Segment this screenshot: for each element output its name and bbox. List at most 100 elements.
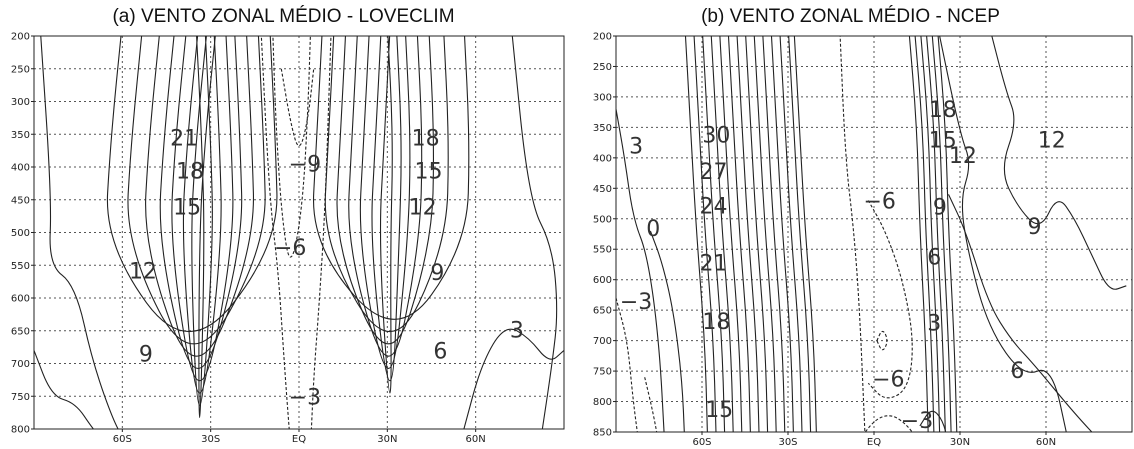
contour-label: −9 <box>289 153 321 178</box>
negative-contour <box>616 297 638 432</box>
y-tick-label: 200 <box>11 32 30 43</box>
contour-line <box>106 36 278 333</box>
contour-label: −3 <box>289 385 321 410</box>
negative-contour <box>839 36 866 432</box>
y-tick-label: 850 <box>593 428 612 439</box>
contour-label: −6 <box>872 367 904 392</box>
y-tick-label: 550 <box>11 261 30 272</box>
contour-line <box>920 36 941 432</box>
contour-label: 21 <box>170 127 198 152</box>
contour-line <box>931 36 952 432</box>
contour-line <box>719 36 743 432</box>
y-tick-label: 400 <box>593 153 612 164</box>
panel-ncep: (b) VENTO ZONAL MÉDIO - NCEP 200 250 300 35… <box>567 0 1134 449</box>
contour-line <box>463 328 564 429</box>
x-tick-label: 30N <box>377 434 397 445</box>
y-axis: 200 250 300 350 400 450 500 550 600 650 700 750 800 <box>11 32 34 436</box>
negative-contour <box>272 36 311 258</box>
x-axis: 60S 30S EQ 30N 60N <box>692 432 1056 448</box>
y-tick-label: 650 <box>11 326 30 337</box>
contour-line <box>948 194 1093 432</box>
x-tick-label: 30N <box>950 437 970 448</box>
contour-label: 9 <box>933 196 947 221</box>
negative-contour <box>260 36 290 429</box>
x-tick-label: 30S <box>201 434 220 445</box>
contour-line <box>908 36 929 432</box>
contour-line <box>770 36 794 432</box>
contour-line <box>159 36 243 369</box>
y-tick-label: 800 <box>11 425 30 436</box>
y-tick-label: 500 <box>11 228 30 239</box>
contour-line <box>336 36 434 345</box>
chart-title: (a) VENTO ZONAL MÉDIO - LOVECLIM <box>112 6 455 27</box>
contour-label: 9 <box>1028 215 1042 240</box>
contour-label: 9 <box>139 343 153 368</box>
contour-line <box>171 36 234 382</box>
contour-label: 12 <box>409 195 437 220</box>
contour-label: 18 <box>929 98 957 123</box>
contour-line <box>779 36 803 432</box>
contour-line <box>371 36 402 382</box>
contour-line <box>127 36 266 345</box>
contour-line <box>991 36 1127 290</box>
y-tick-label: 300 <box>593 92 612 103</box>
contour-line <box>324 36 449 332</box>
negative-contour <box>867 200 913 399</box>
y-tick-label: 250 <box>11 64 30 75</box>
y-tick-label: 350 <box>11 130 30 141</box>
grid <box>34 36 564 429</box>
contour-line <box>793 36 817 432</box>
y-tick-label: 750 <box>593 367 612 378</box>
contour-label: 21 <box>699 252 727 277</box>
y-axis: 200 250 300 350 400 450 500 550 600 650 700 750 800 8… <box>593 32 616 439</box>
y-tick-label: 700 <box>593 336 612 347</box>
y-tick-label: 650 <box>593 306 612 317</box>
contour-label: 6 <box>433 339 447 364</box>
x-tick-label: 60S <box>113 434 132 445</box>
negative-contour <box>310 36 332 429</box>
contour-line <box>684 36 708 432</box>
contour-label: 12 <box>129 259 157 284</box>
contour-line <box>40 36 119 429</box>
contour-label: 12 <box>1038 129 1066 154</box>
contour-label: 18 <box>412 127 440 152</box>
y-tick-label: 350 <box>593 123 612 134</box>
y-tick-label: 200 <box>593 32 612 43</box>
contour-label: 30 <box>702 124 730 149</box>
contour-line <box>34 350 95 429</box>
contour-line <box>926 36 946 432</box>
negative-contour <box>280 68 315 147</box>
contour-plot-loveclim: 200 250 300 350 400 450 500 550 600 650 700 750 800 6… <box>11 32 565 445</box>
x-tick-label: 60N <box>1036 437 1056 448</box>
y-tick-label: 500 <box>593 214 612 225</box>
contour-line <box>511 36 558 429</box>
contour-label: 6 <box>1010 359 1024 384</box>
y-tick-label: 450 <box>593 184 612 195</box>
contour-label: 24 <box>699 194 727 219</box>
contour-line <box>196 36 216 418</box>
contour-label: 18 <box>176 159 204 184</box>
contour-label: −3 <box>620 290 652 315</box>
contour-label: 15 <box>173 195 201 220</box>
x-tick-label: EQ <box>292 434 306 445</box>
contour-line <box>312 36 470 320</box>
contour-line <box>727 36 751 432</box>
y-tick-label: 400 <box>11 163 30 174</box>
contour-label: 3 <box>510 318 524 343</box>
negative-contour <box>644 377 658 432</box>
contour-plot-ncep: 2002503003504004505005506006507007508008… <box>593 32 1133 448</box>
y-tick-label: 750 <box>11 392 30 403</box>
y-tick-label: 450 <box>11 195 30 206</box>
contour-line <box>736 36 760 432</box>
contour-line <box>939 36 1067 432</box>
contour-label: −6 <box>274 236 306 261</box>
contour-label: 15 <box>705 398 733 423</box>
contour-line <box>649 230 685 432</box>
contour-label: −6 <box>864 189 896 214</box>
contour-label: 3 <box>629 135 643 160</box>
y-tick-label: 550 <box>593 245 612 256</box>
contour-label: 3 <box>927 311 941 336</box>
negative-contour <box>876 330 888 351</box>
grid <box>616 36 1132 432</box>
